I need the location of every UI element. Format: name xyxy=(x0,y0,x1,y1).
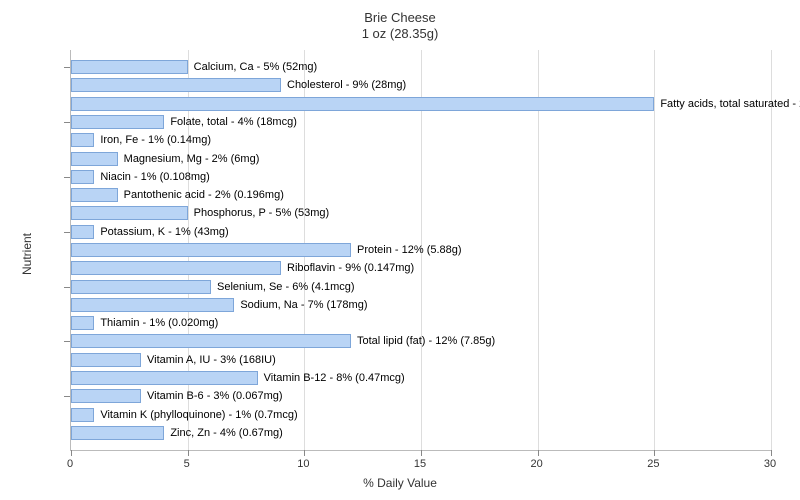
nutrient-bar-label: Thiamin - 1% (0.020mg) xyxy=(100,316,218,330)
nutrient-bar xyxy=(71,353,141,367)
y-tick xyxy=(64,177,70,178)
nutrient-bar-label: Phosphorus, P - 5% (53mg) xyxy=(194,206,330,220)
nutrient-bar xyxy=(71,225,94,239)
nutrient-bar-label: Vitamin A, IU - 3% (168IU) xyxy=(147,353,276,367)
nutrient-bar xyxy=(71,298,234,312)
x-tick xyxy=(538,450,539,456)
nutrient-bar-label: Cholesterol - 9% (28mg) xyxy=(287,78,406,92)
x-tick xyxy=(654,450,655,456)
nutrient-bar-label: Vitamin B-12 - 8% (0.47mcg) xyxy=(264,371,405,385)
nutrient-bar xyxy=(71,426,164,440)
chart-title-line2: 1 oz (28.35g) xyxy=(0,26,800,41)
y-tick xyxy=(64,341,70,342)
y-tick xyxy=(64,287,70,288)
x-tick xyxy=(188,450,189,456)
x-tick-label: 5 xyxy=(184,458,190,470)
nutrient-bar xyxy=(71,206,188,220)
nutrient-bar-label: Sodium, Na - 7% (178mg) xyxy=(240,298,367,312)
nutrient-bar xyxy=(71,188,118,202)
nutrient-bar-label: Fatty acids, total saturated - 25% (4.93… xyxy=(660,97,800,111)
nutrient-bar-label: Riboflavin - 9% (0.147mg) xyxy=(287,261,414,275)
nutrient-bar-label: Selenium, Se - 6% (4.1mcg) xyxy=(217,280,355,294)
nutrient-bar xyxy=(71,170,94,184)
y-tick xyxy=(64,396,70,397)
x-tick xyxy=(71,450,72,456)
nutrient-bar xyxy=(71,78,281,92)
nutrient-bar xyxy=(71,316,94,330)
nutrient-bar xyxy=(71,371,258,385)
nutrient-bar-label: Zinc, Zn - 4% (0.67mg) xyxy=(170,426,282,440)
nutrient-bar-label: Potassium, K - 1% (43mg) xyxy=(100,225,228,239)
nutrient-bar xyxy=(71,115,164,129)
nutrient-bar-label: Pantothenic acid - 2% (0.196mg) xyxy=(124,188,284,202)
x-tick-label: 10 xyxy=(297,458,309,470)
nutrient-bar-label: Vitamin K (phylloquinone) - 1% (0.7mcg) xyxy=(100,408,297,422)
nutrient-bar xyxy=(71,152,118,166)
x-tick-label: 25 xyxy=(647,458,659,470)
x-tick-label: 20 xyxy=(531,458,543,470)
nutrient-bar xyxy=(71,97,654,111)
nutrient-bar xyxy=(71,261,281,275)
nutrient-bar xyxy=(71,408,94,422)
x-tick xyxy=(771,450,772,456)
plot-area: Calcium, Ca - 5% (52mg) Cholesterol - 9% … xyxy=(70,50,771,451)
x-tick-label: 0 xyxy=(67,458,73,470)
nutrient-bar xyxy=(71,334,351,348)
nutrient-bar-label: Iron, Fe - 1% (0.14mg) xyxy=(100,133,211,147)
nutrient-bar-label: Vitamin B-6 - 3% (0.067mg) xyxy=(147,389,283,403)
nutrient-bar-label: Calcium, Ca - 5% (52mg) xyxy=(194,60,317,74)
nutrient-bar-label: Folate, total - 4% (18mcg) xyxy=(170,115,297,129)
nutrient-bar xyxy=(71,243,351,257)
x-axis-label: % Daily Value xyxy=(0,476,800,490)
x-tick xyxy=(421,450,422,456)
nutrient-bar-label: Niacin - 1% (0.108mg) xyxy=(100,170,209,184)
chart-title-line1: Brie Cheese xyxy=(0,10,800,25)
nutrient-bar xyxy=(71,133,94,147)
y-tick xyxy=(64,122,70,123)
nutrient-bar-label: Magnesium, Mg - 2% (6mg) xyxy=(124,152,260,166)
nutrient-bar-label: Protein - 12% (5.88g) xyxy=(357,243,462,257)
x-tick-label: 30 xyxy=(764,458,776,470)
y-tick xyxy=(64,232,70,233)
nutrient-bar xyxy=(71,389,141,403)
nutrient-bar-label: Total lipid (fat) - 12% (7.85g) xyxy=(357,334,495,348)
nutrient-bar xyxy=(71,280,211,294)
gridline xyxy=(654,50,655,450)
y-tick xyxy=(64,67,70,68)
nutrient-bar xyxy=(71,60,188,74)
y-axis-label: Nutrient xyxy=(20,233,34,275)
x-tick xyxy=(304,450,305,456)
x-tick-label: 15 xyxy=(414,458,426,470)
nutrient-chart: Brie Cheese 1 oz (28.35g) Calcium, Ca - … xyxy=(0,0,800,500)
